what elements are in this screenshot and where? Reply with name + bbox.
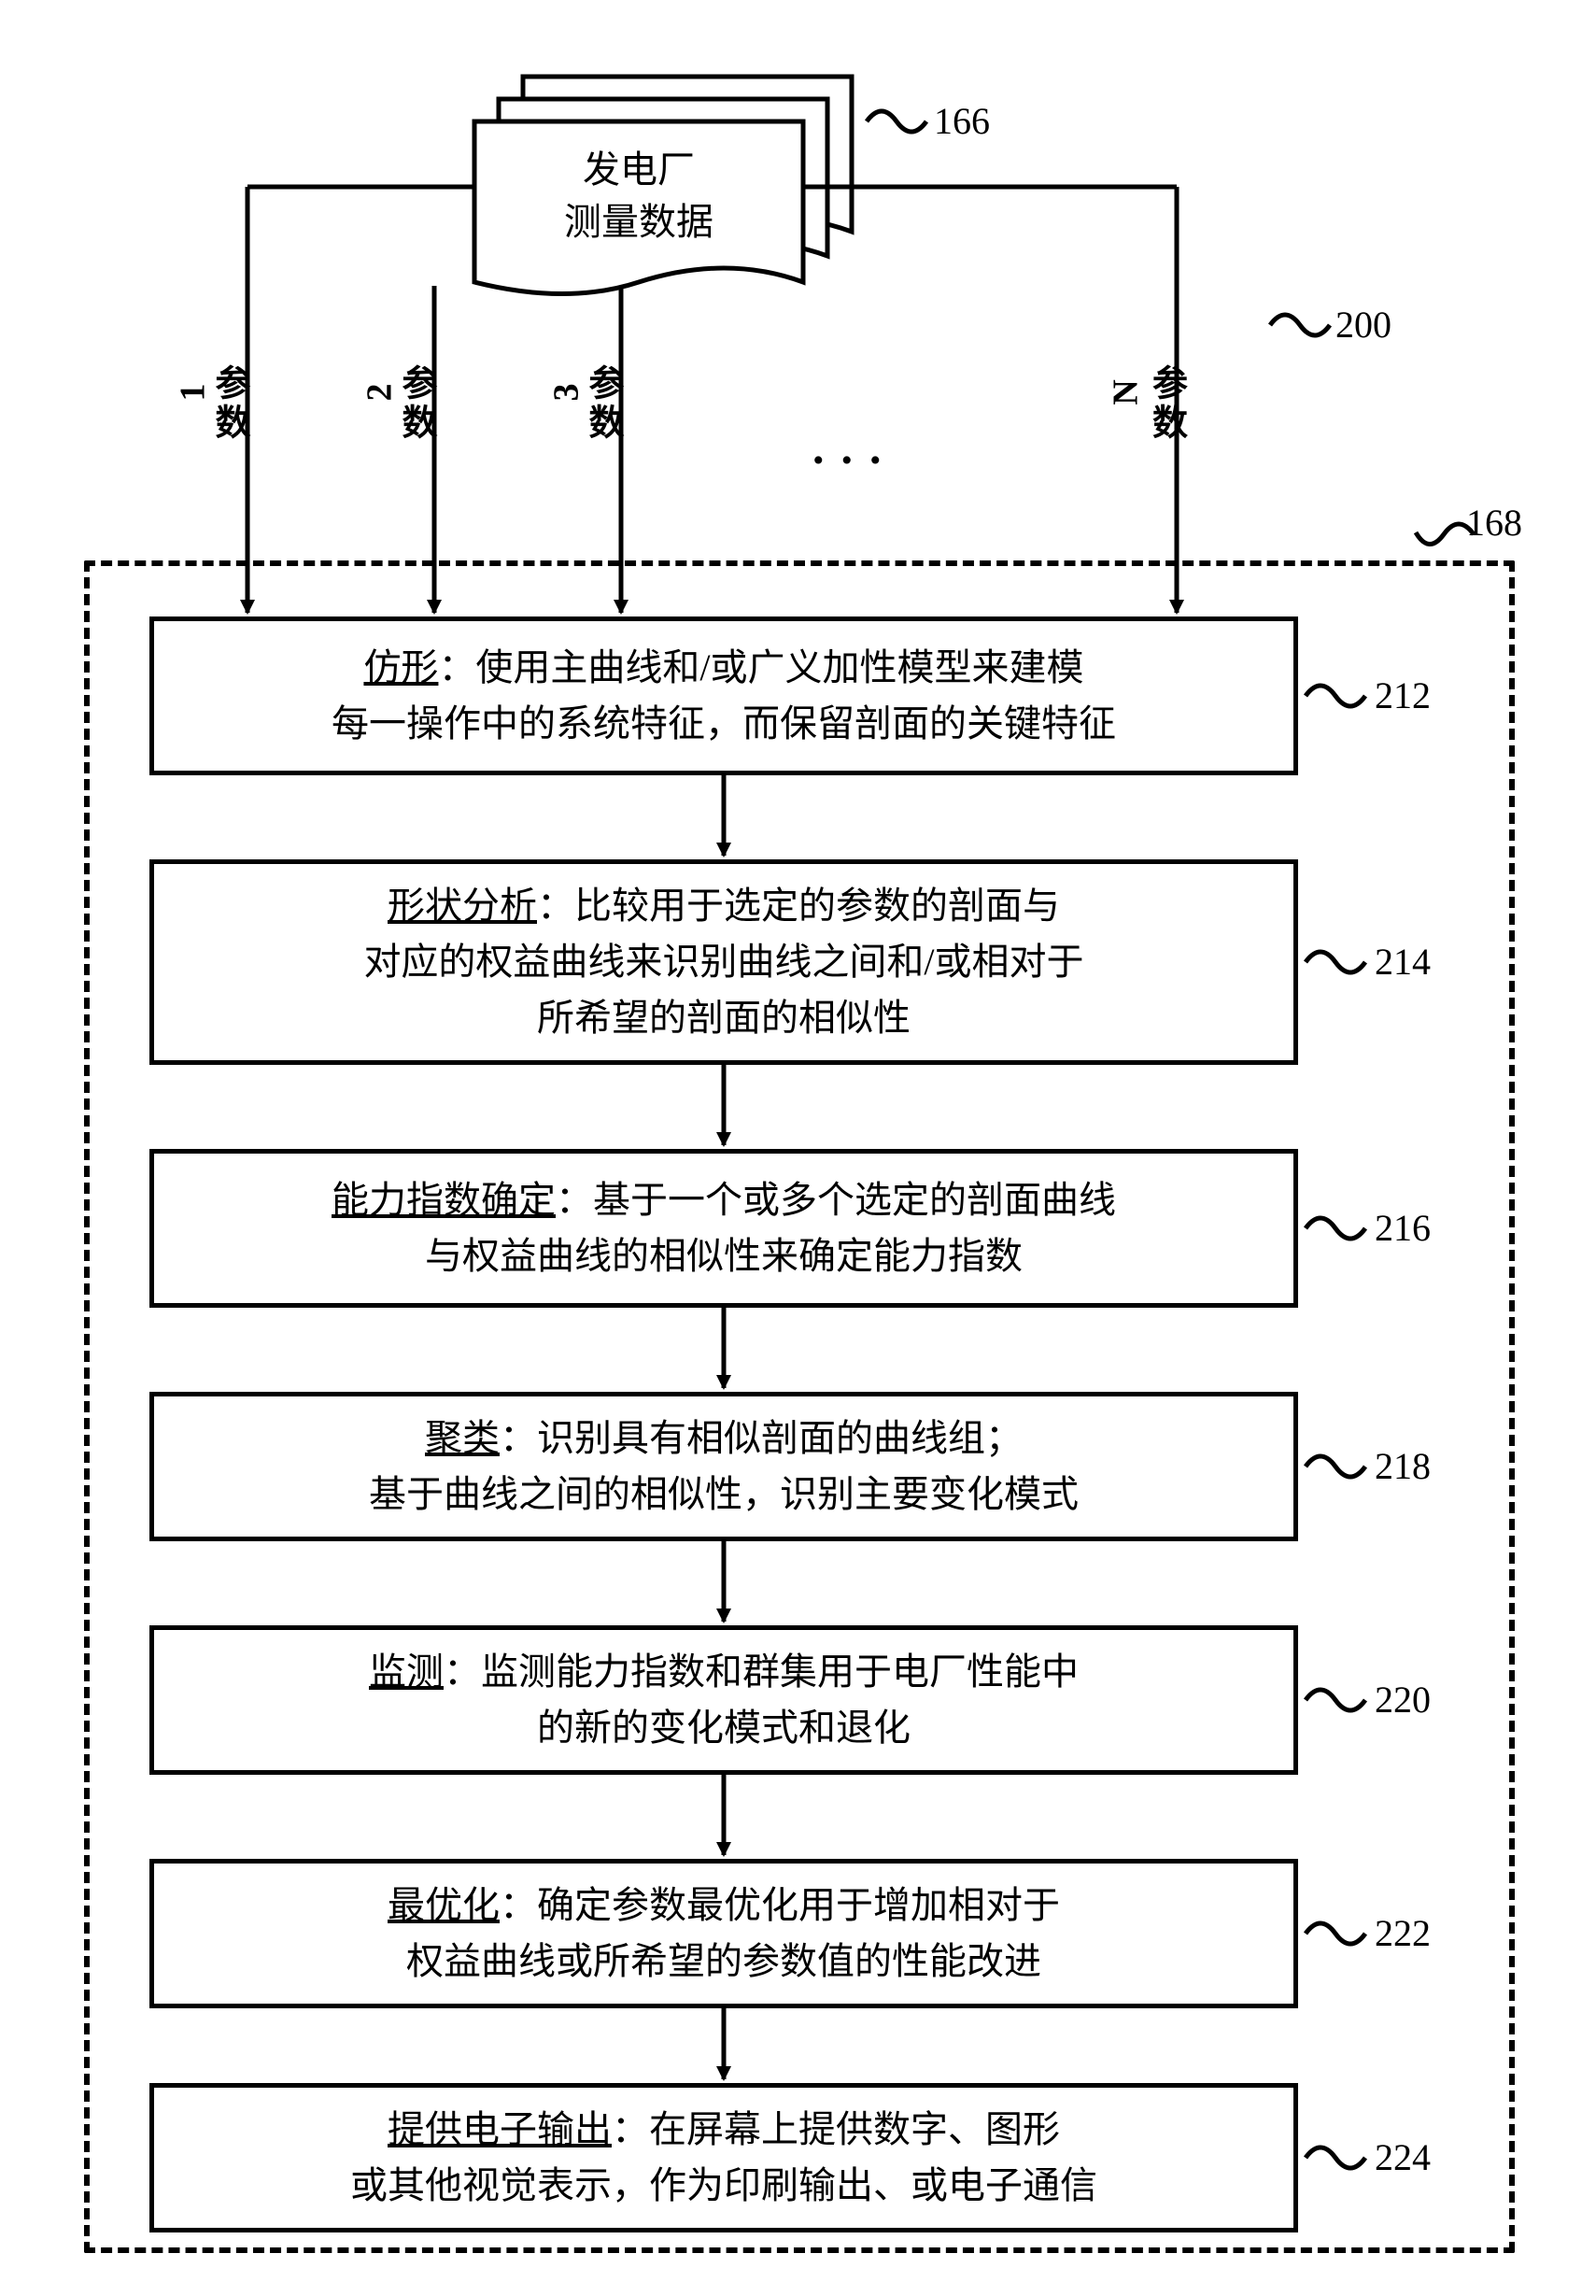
param-label-2: 参数2 — [369, 364, 442, 443]
ref-214: 214 — [1375, 940, 1431, 984]
step-222: 最优化：确定参数最优化用于增加相对于权益曲线或所希望的参数值的性能改进 — [149, 1859, 1298, 2008]
ref-220: 220 — [1375, 1678, 1431, 1722]
ref-168: 168 — [1466, 501, 1522, 545]
ref-212: 212 — [1375, 673, 1431, 717]
doc-stack: 发电厂 测量数据 — [467, 73, 859, 325]
doc-line1: 发电厂 — [583, 144, 695, 196]
step-212: 仿形：使用主曲线和/或广义加性模型来建模每一操作中的系统特征，而保留剖面的关键特… — [149, 617, 1298, 775]
param-dots: ... — [812, 420, 898, 475]
ref-224: 224 — [1375, 2135, 1431, 2179]
ref-200: 200 — [1335, 303, 1391, 347]
page: 发电厂 测量数据 166 200 168 参数1 参数2 参数3 ... 参数N — [0, 0, 1596, 2296]
param-label-n: 参数N — [1111, 364, 1192, 443]
doc-line2: 测量数据 — [564, 196, 713, 248]
step-214: 形状分析：比较用于选定的参数的剖面与对应的权益曲线来识别曲线之间和/或相对于所希… — [149, 859, 1298, 1065]
step-220: 监测：监测能力指数和群集用于电厂性能中的新的变化模式和退化 — [149, 1625, 1298, 1775]
ref-166: 166 — [934, 99, 990, 143]
ref-222: 222 — [1375, 1911, 1431, 1955]
step-216: 能力指数确定：基于一个或多个选定的剖面曲线与权益曲线的相似性来确定能力指数 — [149, 1149, 1298, 1308]
step-218: 聚类：识别具有相似剖面的曲线组；基于曲线之间的相似性，识别主要变化模式 — [149, 1392, 1298, 1541]
doc-front: 发电厂 测量数据 — [474, 121, 803, 271]
param-label-3: 参数3 — [556, 364, 629, 443]
ref-216: 216 — [1375, 1206, 1431, 1250]
param-label-1: 参数1 — [182, 364, 255, 443]
ref-218: 218 — [1375, 1444, 1431, 1488]
step-224: 提供电子输出：在屏幕上提供数字、图形或其他视觉表示，作为印刷输出、或电子通信 — [149, 2083, 1298, 2232]
